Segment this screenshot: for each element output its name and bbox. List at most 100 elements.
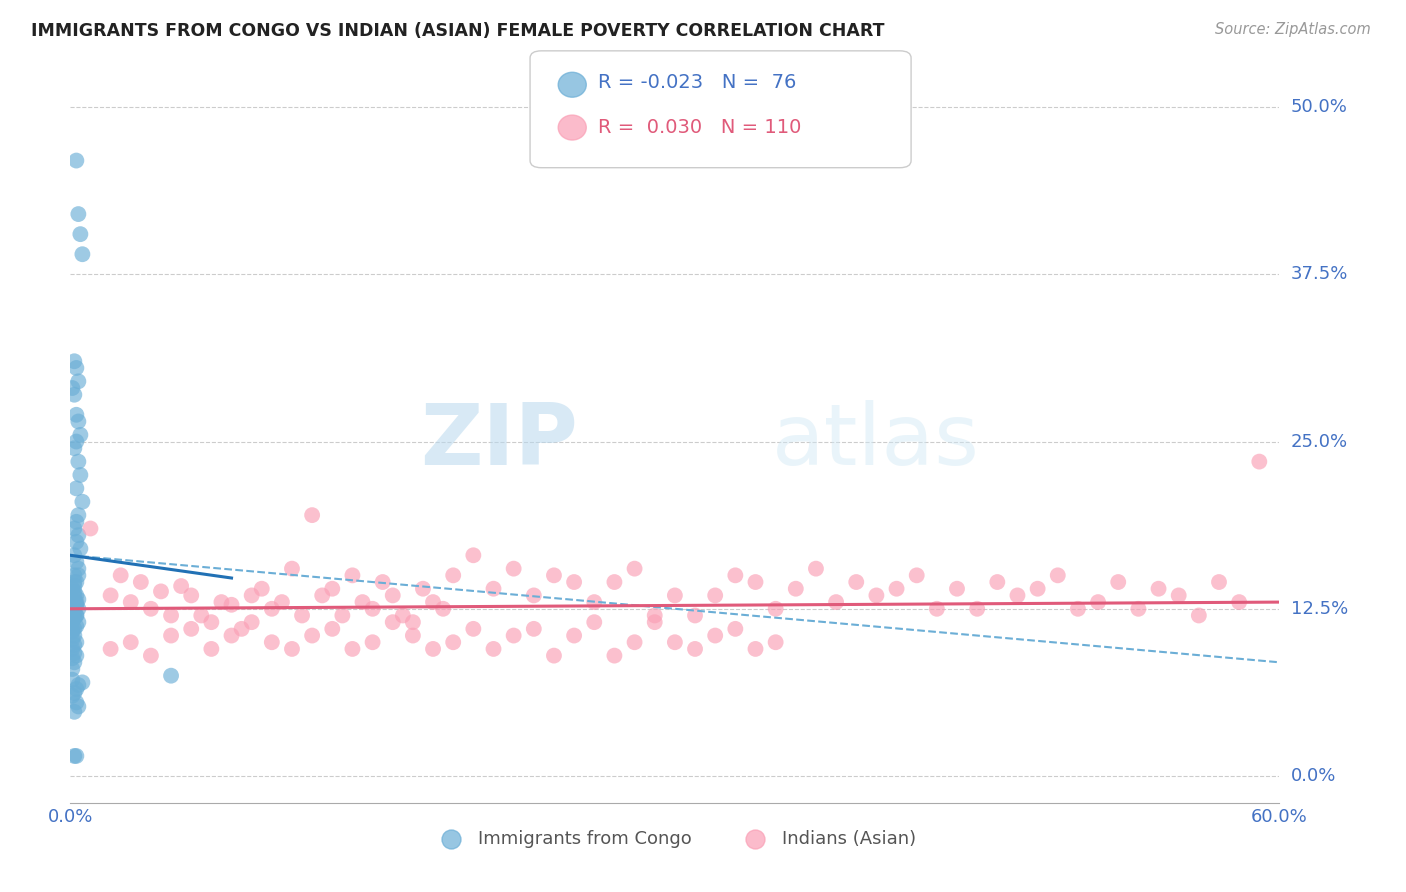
- Point: [65, 648, 87, 663]
- Point: [1249, 455, 1271, 469]
- Point: [65, 696, 87, 710]
- Point: [63, 595, 86, 609]
- Point: [120, 595, 142, 609]
- Point: [250, 582, 273, 596]
- Point: [65, 749, 87, 764]
- Point: [60, 673, 83, 687]
- Point: [1107, 574, 1129, 589]
- Point: [65, 595, 87, 609]
- Point: [441, 568, 464, 582]
- Point: [744, 574, 766, 589]
- Point: [381, 615, 404, 630]
- Point: [60, 602, 83, 616]
- Point: [65, 635, 87, 649]
- Point: [664, 635, 686, 649]
- Point: [63, 705, 86, 719]
- Point: [60, 624, 83, 639]
- Point: [523, 589, 546, 603]
- Point: [281, 562, 304, 576]
- Point: [60, 595, 83, 609]
- Point: [623, 635, 645, 649]
- Point: [804, 562, 827, 576]
- Point: [1208, 574, 1230, 589]
- Point: [352, 595, 374, 609]
- Point: [60, 651, 83, 665]
- Text: ZIP: ZIP: [420, 400, 578, 483]
- Point: [63, 548, 86, 563]
- Text: 25.0%: 25.0%: [1291, 433, 1348, 450]
- Point: [129, 574, 152, 589]
- Point: [332, 608, 354, 623]
- Point: [311, 589, 333, 603]
- Point: [644, 615, 666, 630]
- Point: [402, 615, 425, 630]
- Point: [65, 361, 87, 376]
- Text: atlas: atlas: [772, 400, 980, 483]
- Point: [60, 642, 83, 657]
- Point: [211, 595, 233, 609]
- Point: [67, 699, 90, 714]
- Point: [63, 638, 86, 652]
- Point: [65, 619, 87, 633]
- Point: [60, 632, 83, 647]
- Point: [139, 648, 162, 663]
- Point: [562, 628, 585, 642]
- Point: [482, 582, 505, 596]
- Point: [482, 642, 505, 657]
- Point: [342, 568, 364, 582]
- Text: 50.0%: 50.0%: [1291, 98, 1347, 116]
- Point: [63, 606, 86, 620]
- Point: [704, 628, 727, 642]
- Point: [301, 628, 323, 642]
- Point: [200, 642, 222, 657]
- Text: Source: ZipAtlas.com: Source: ZipAtlas.com: [1215, 22, 1371, 37]
- Point: [724, 568, 747, 582]
- Point: [683, 608, 706, 623]
- Point: [60, 622, 83, 636]
- Point: [1147, 582, 1170, 596]
- Point: [69, 541, 91, 556]
- Point: [1227, 595, 1250, 609]
- Point: [371, 574, 394, 589]
- Point: [240, 589, 263, 603]
- Point: [67, 414, 90, 429]
- Point: [321, 622, 343, 636]
- Point: [644, 608, 666, 623]
- Point: [63, 749, 86, 764]
- Point: [67, 615, 90, 630]
- Point: [603, 574, 626, 589]
- Point: [1167, 589, 1189, 603]
- Point: [63, 442, 86, 455]
- Point: [100, 642, 122, 657]
- Point: [65, 574, 87, 589]
- Point: [865, 589, 887, 603]
- Point: [67, 528, 90, 542]
- Point: [260, 602, 283, 616]
- Point: [543, 648, 565, 663]
- Point: [966, 602, 988, 616]
- Point: [160, 608, 183, 623]
- Point: [321, 582, 343, 596]
- Point: [1046, 568, 1069, 582]
- Point: [63, 354, 86, 368]
- Point: [63, 646, 86, 660]
- Point: [240, 615, 263, 630]
- Point: [381, 589, 404, 603]
- Point: [63, 584, 86, 599]
- Point: [65, 681, 87, 696]
- Text: R = -0.023   N =  76: R = -0.023 N = 76: [598, 73, 796, 93]
- Point: [946, 582, 969, 596]
- Point: [65, 598, 87, 612]
- Point: [67, 508, 90, 523]
- Point: [63, 622, 86, 636]
- Point: [221, 628, 243, 642]
- Point: [543, 568, 565, 582]
- Point: [67, 562, 90, 576]
- Point: [67, 568, 90, 582]
- Text: 12.5%: 12.5%: [1291, 599, 1348, 618]
- Point: [412, 582, 434, 596]
- Point: [150, 584, 173, 599]
- Point: [1128, 602, 1150, 616]
- Point: [65, 434, 87, 449]
- Point: [825, 595, 848, 609]
